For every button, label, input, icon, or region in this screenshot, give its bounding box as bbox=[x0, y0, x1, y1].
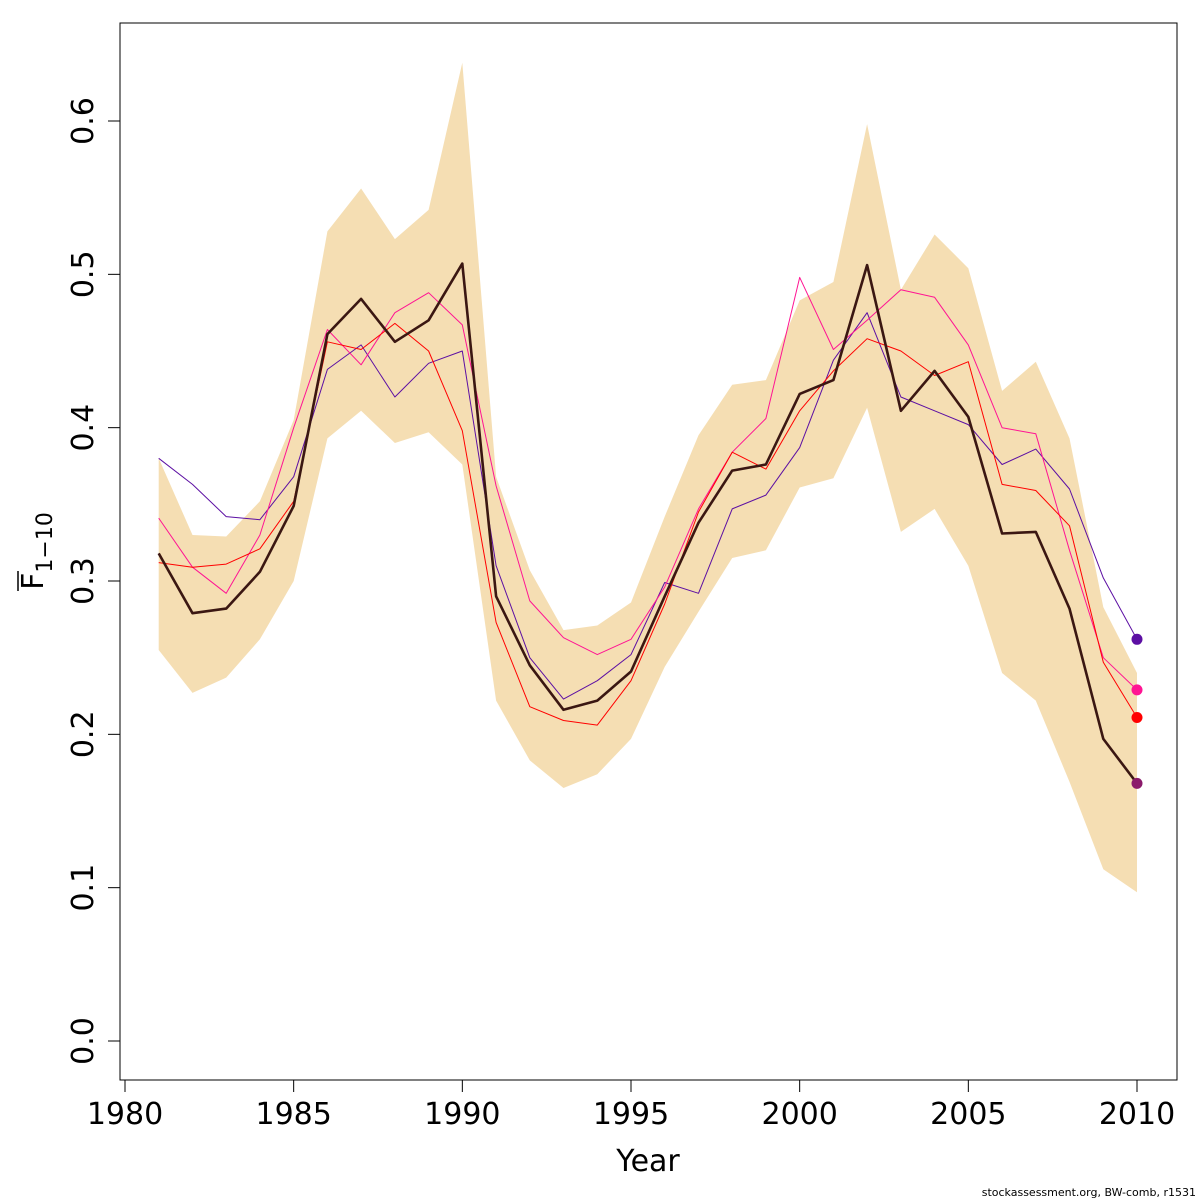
x-tick-label: 2000 bbox=[761, 1097, 837, 1132]
series-line-4 bbox=[157, 262, 1139, 785]
series-endpoint-4 bbox=[1131, 777, 1143, 789]
series-line-2 bbox=[158, 276, 1138, 691]
series-layer bbox=[157, 262, 1139, 785]
y-axis: 0.0 0.1 0.2 0.3 0.4 0.5 0.6 bbox=[66, 97, 121, 1065]
y-tick-label: 0.5 bbox=[66, 250, 101, 298]
y-tick-label: 0.6 bbox=[66, 97, 101, 145]
x-tick-label: 2005 bbox=[930, 1097, 1006, 1132]
credit-text: stockassessment.org, BW-comb, r1531 bbox=[982, 1186, 1196, 1199]
x-axis: 1980 1985 1990 1995 2000 2005 2010 bbox=[87, 1079, 1175, 1132]
x-tick-label: 1985 bbox=[255, 1097, 331, 1132]
y-axis-title: F1−10 bbox=[16, 512, 58, 591]
series-endpoint-1 bbox=[1131, 633, 1143, 645]
x-tick-label: 1995 bbox=[593, 1097, 669, 1132]
y-tick-label: 0.2 bbox=[66, 710, 101, 758]
series-endpoint-3 bbox=[1131, 712, 1143, 723]
endpoint-layer bbox=[1131, 633, 1143, 789]
x-tick-label: 1980 bbox=[87, 1097, 163, 1132]
confidence-band bbox=[158, 62, 1137, 893]
x-axis-title: Year bbox=[615, 1144, 680, 1179]
x-tick-label: 1990 bbox=[424, 1097, 500, 1132]
confidence-band-layer bbox=[158, 62, 1137, 893]
x-tick-label: 2010 bbox=[1099, 1097, 1175, 1132]
y-tick-label: 0.1 bbox=[66, 864, 101, 912]
y-axis-title-main: F bbox=[16, 573, 51, 590]
y-axis-title-subscript: 1−10 bbox=[33, 512, 58, 572]
series-endpoint-2 bbox=[1131, 684, 1143, 696]
svg-text:F1−10: F1−10 bbox=[16, 512, 58, 590]
y-tick-label: 0.3 bbox=[66, 557, 101, 605]
y-tick-label: 0.4 bbox=[66, 404, 101, 452]
series-line-1 bbox=[158, 312, 1138, 700]
y-tick-label: 0.0 bbox=[66, 1017, 101, 1065]
